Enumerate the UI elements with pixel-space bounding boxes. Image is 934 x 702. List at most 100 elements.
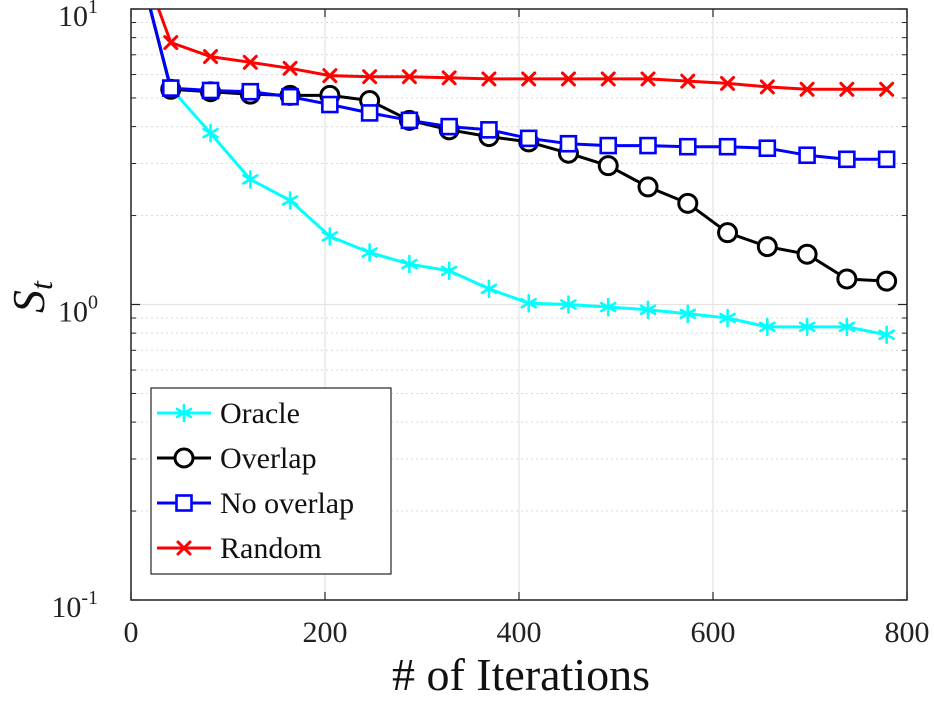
data-point-no-overlap — [559, 134, 578, 153]
y-axis-label-main: S — [3, 290, 54, 313]
legend: Oracle Overlap No overlap Random — [150, 387, 392, 575]
legend-item-overlap: Overlap — [157, 442, 317, 475]
data-point-oracle — [878, 325, 895, 345]
data-point-oracle — [520, 293, 537, 313]
data-point-no-overlap — [400, 111, 419, 130]
data-point-oracle — [798, 317, 816, 337]
x-tick-label: 200 — [303, 616, 348, 649]
data-point-oracle — [361, 243, 378, 262]
x-tick-label: 400 — [497, 616, 542, 649]
data-point-no-overlap — [519, 129, 538, 148]
y-tick-exponent: -1 — [81, 587, 98, 609]
data-point-overlap — [637, 176, 659, 198]
data-point-oracle — [242, 170, 259, 189]
y-axis-label: St — [3, 280, 59, 313]
legend-marker-oracle — [175, 403, 193, 423]
data-point-no-overlap — [241, 82, 260, 101]
legend-item-oracle: Oracle — [157, 397, 300, 430]
data-point-random — [720, 75, 736, 91]
data-point-no-overlap — [718, 137, 737, 156]
series-line-random — [156, 9, 887, 91]
y-tick-exponent: 1 — [88, 0, 98, 18]
data-point-oracle — [480, 279, 498, 299]
legend-item-random: Random — [157, 532, 322, 565]
data-point-random — [521, 71, 537, 87]
data-point-no-overlap — [639, 136, 657, 155]
data-point-no-overlap — [838, 150, 856, 169]
y-axis-label-subscript: t — [23, 280, 59, 290]
data-point-overlap — [796, 243, 818, 265]
data-point-overlap — [876, 270, 898, 292]
data-point-overlap — [836, 268, 858, 290]
data-point-oracle — [838, 317, 856, 337]
data-point-random — [560, 71, 576, 87]
y-tick-base: 10 — [51, 591, 81, 624]
data-point-random — [242, 54, 258, 70]
legend-marker-no-overlap — [175, 494, 193, 512]
data-point-oracle — [281, 191, 299, 210]
data-point-no-overlap — [758, 139, 777, 158]
data-point-oracle — [719, 308, 736, 328]
data-point-random — [441, 70, 457, 86]
data-point-no-overlap — [599, 136, 618, 155]
data-point-oracle — [679, 304, 697, 324]
data-point-no-overlap — [321, 95, 339, 114]
data-point-random — [799, 81, 815, 97]
data-point-no-overlap — [360, 104, 379, 122]
data-point-random — [640, 71, 656, 87]
data-point-random — [401, 69, 417, 85]
legend-label-no-overlap: No overlap — [220, 487, 354, 520]
data-point-overlap — [717, 222, 739, 244]
series-no-overlap — [148, 9, 896, 169]
data-point-oracle — [759, 317, 776, 337]
y-tick-base: 10 — [58, 0, 88, 33]
data-point-no-overlap — [798, 146, 816, 165]
y-tick-base: 10 — [58, 296, 88, 329]
data-point-random — [839, 81, 855, 97]
y-tick-exponent: 0 — [88, 292, 98, 314]
data-point-no-overlap — [877, 150, 896, 169]
y-tick-label: 101 — [58, 0, 98, 33]
data-point-random — [322, 68, 338, 84]
data-point-oracle — [202, 123, 219, 143]
data-point-random — [362, 69, 378, 85]
data-point-no-overlap — [440, 117, 458, 136]
data-point-overlap — [677, 192, 699, 214]
data-point-no-overlap — [281, 87, 299, 106]
data-point-random — [481, 71, 497, 87]
data-point-oracle — [560, 295, 577, 314]
data-point-overlap — [597, 155, 619, 177]
data-point-random — [163, 35, 179, 51]
x-axis-label: # of Iterations — [392, 649, 650, 700]
data-point-overlap — [756, 236, 778, 258]
legend-marker-overlap — [173, 447, 195, 469]
legend-label-overlap: Overlap — [220, 442, 317, 475]
data-point-random — [879, 81, 895, 97]
series-group — [148, 9, 898, 345]
legend-label-random: Random — [220, 532, 322, 565]
legend-marker-random — [176, 540, 192, 556]
data-point-random — [600, 71, 616, 87]
x-tick-label: 800 — [885, 616, 930, 649]
legend-label-oracle: Oracle — [220, 397, 300, 430]
x-tick-label: 600 — [691, 616, 736, 649]
y-tick-label: 100 — [58, 292, 98, 329]
legend-item-no-overlap: No overlap — [157, 487, 354, 520]
series-random — [156, 9, 895, 97]
data-point-random — [282, 60, 298, 76]
data-point-oracle — [599, 297, 617, 317]
data-point-oracle — [639, 300, 657, 320]
data-point-random — [203, 49, 219, 65]
data-point-no-overlap — [161, 79, 180, 97]
data-point-random — [680, 73, 696, 89]
data-point-oracle — [440, 261, 458, 281]
y-tick-label: 10-1 — [51, 587, 98, 624]
data-point-oracle — [321, 227, 339, 246]
data-point-no-overlap — [480, 121, 498, 139]
data-point-no-overlap — [678, 137, 697, 156]
x-tick-label: 0 — [124, 616, 139, 649]
data-point-no-overlap — [201, 81, 220, 100]
data-point-random — [759, 79, 775, 95]
